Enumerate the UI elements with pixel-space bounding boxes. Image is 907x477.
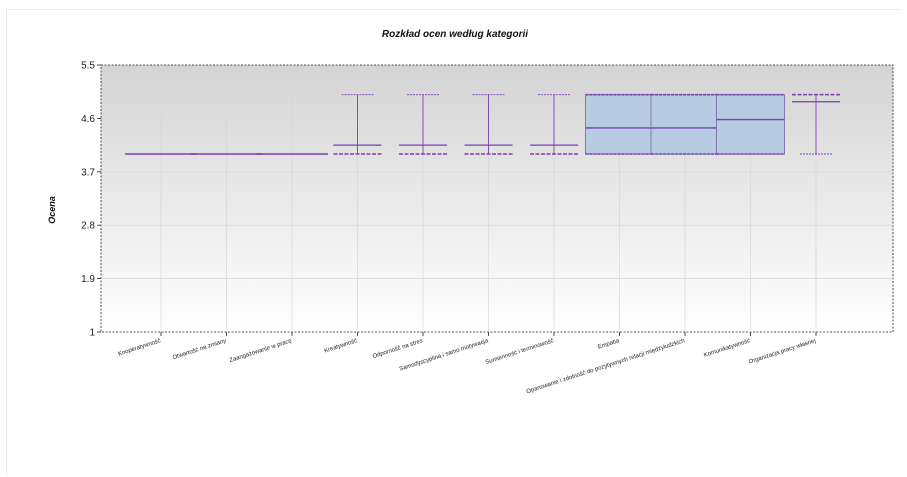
x-tick-label: Odporność na stres [372, 338, 424, 360]
x-tick-label: Otwartość na zmiany [172, 338, 227, 361]
y-tick-label: 5.5 [81, 61, 95, 72]
x-tick-label: Empatia [597, 338, 620, 351]
box [650, 94, 720, 155]
y-axis-label: Ocena [47, 196, 57, 224]
box [716, 94, 785, 155]
y-tick-label: 3.7 [81, 167, 95, 178]
x-tick-label: Kreatywność [324, 338, 359, 354]
chart-title: Rozkład ocen według kategorii [382, 29, 528, 40]
x-tick-label: Kooperatywność [118, 338, 162, 357]
y-tick-label: 2.8 [81, 221, 95, 232]
y-tick-label: 4.6 [81, 114, 95, 125]
y-tick-label: 1 [89, 328, 95, 339]
y-tick-label: 1.9 [81, 274, 95, 285]
x-tick-label: Organizacja pracy własnej [748, 338, 816, 365]
chart-frame: Rozkład ocen według kategorii Ocena 1 1.9… [6, 9, 901, 475]
x-tick-label: Komunikatywność [703, 338, 751, 359]
x-tick-label: Zaangażowanie w pracę [229, 338, 293, 364]
plot-area: 1 1.9 2.8 3.7 4.6 5.5 Kooperatywność Otwartość … [81, 61, 894, 395]
box [585, 94, 654, 155]
x-tick-label: Sumienność i terminowość [485, 338, 555, 366]
boxplot-chart: Rozkład ocen według kategorii Ocena 1 1.9… [47, 29, 894, 395]
